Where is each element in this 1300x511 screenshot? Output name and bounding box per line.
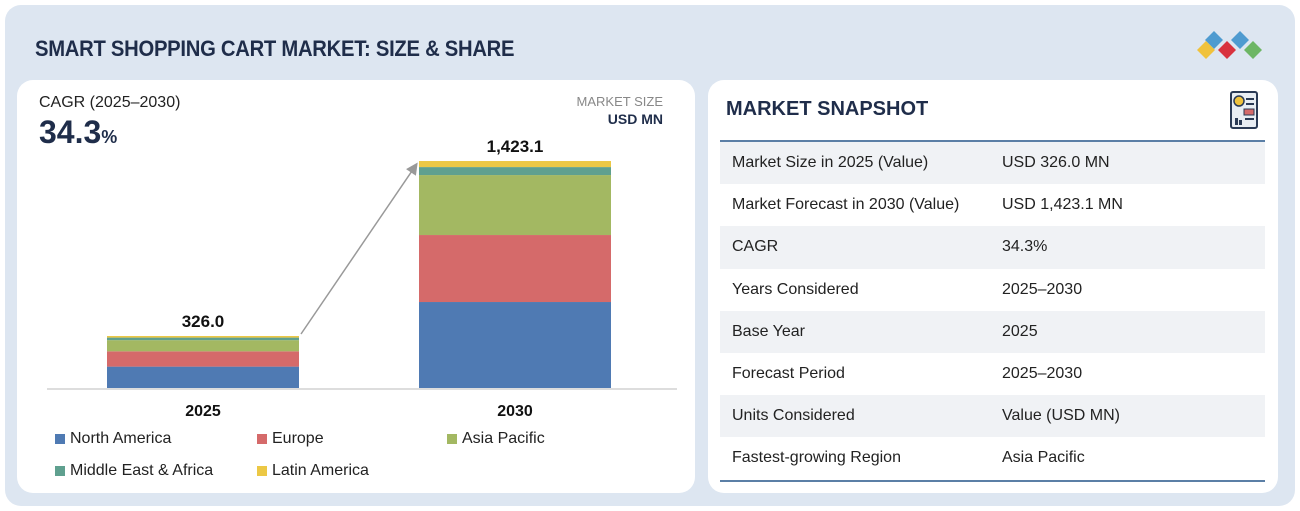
row-value: Value (USD MN)	[1002, 407, 1120, 425]
snapshot-table: Market Size in 2025 (Value) USD 326.0 MN M…	[720, 140, 1265, 482]
row-value: 2025–2030	[1002, 280, 1083, 298]
bar-segment-middle-east-africa	[107, 337, 299, 341]
table-row: Base Year 2025	[720, 310, 1265, 353]
row-value: 2025	[1002, 322, 1038, 340]
legend-label: Middle East & Africa	[70, 462, 214, 479]
legend-swatch	[257, 466, 267, 476]
legend-label: Europe	[272, 430, 324, 447]
bar-segment-middle-east-africa	[419, 167, 611, 176]
report-document-icon	[1230, 91, 1258, 129]
infographic-panel: SMART SHOPPING CART MARKET: SIZE & SHARE…	[5, 5, 1295, 506]
legend-label: North America	[70, 430, 172, 447]
cagr-unit: %	[101, 127, 118, 147]
bar-segment-latin-america	[107, 335, 299, 338]
bar-segment-europe	[419, 235, 611, 303]
table-row: Market Forecast in 2030 (Value) USD 1,423…	[720, 184, 1265, 226]
stacked-bar-chart: 326.0 2025 1,423.1 2030	[47, 137, 677, 420]
table-row: Units Considered Value (USD MN)	[720, 395, 1265, 438]
legend-item: Middle East & Africa	[55, 462, 213, 480]
bar-segment-europe	[107, 351, 299, 367]
row-value: 2025–2030	[1002, 365, 1083, 383]
row-label: Units Considered	[732, 407, 855, 425]
market-size-label: MARKET SIZE	[576, 94, 663, 109]
row-label: CAGR	[732, 238, 779, 256]
total-label: 326.0	[182, 312, 225, 331]
table-row: Years Considered 2025–2030	[720, 269, 1265, 311]
unit-label: USD MN	[607, 111, 663, 127]
row-label: Years Considered	[732, 280, 859, 298]
legend-item: Europe	[257, 430, 324, 448]
table-row: Market Size in 2025 (Value) USD 326.0 MN	[720, 142, 1265, 185]
x-tick-label: 2030	[497, 403, 533, 420]
row-value: USD 326.0 MN	[1002, 154, 1110, 172]
row-value: USD 1,423.1 MN	[1002, 196, 1123, 214]
market-snapshot-card: MARKET SNAPSHOT Market Size in 2025 (Val…	[708, 80, 1278, 493]
snapshot-title: MARKET SNAPSHOT	[726, 98, 929, 120]
growth-arrow	[300, 162, 418, 335]
cagr-number: 34.3	[39, 114, 102, 150]
legend-label: Latin America	[272, 462, 369, 479]
chart-card: CAGR (2025–2030) 34.3% MARKET SIZE USD M…	[17, 80, 695, 493]
legend-swatch	[447, 434, 457, 444]
x-tick-label: 2025	[185, 403, 221, 420]
row-label: Market Forecast in 2030 (Value)	[732, 196, 960, 214]
bar-segment-north-america	[107, 366, 299, 388]
bar-segment-latin-america	[419, 161, 611, 168]
legend-swatch	[55, 434, 65, 444]
row-label: Base Year	[732, 322, 805, 340]
bar-segment-asia-pacific	[107, 340, 299, 352]
page-title: SMART SHOPPING CART MARKET: SIZE & SHARE	[35, 36, 515, 61]
legend-item: Latin America	[257, 462, 369, 480]
row-label: Market Size in 2025 (Value)	[732, 154, 929, 172]
legend-label: Asia Pacific	[462, 430, 545, 447]
legend-swatch	[55, 466, 65, 476]
row-label: Forecast Period	[732, 365, 845, 383]
cagr-value: 34.3%	[39, 114, 117, 151]
table-row: Forecast Period 2025–2030	[720, 353, 1265, 395]
total-label: 1,423.1	[487, 137, 544, 156]
logo-icon	[1197, 31, 1262, 59]
legend-item: Asia Pacific	[447, 430, 545, 448]
row-value: Asia Pacific	[1002, 449, 1085, 467]
legend-item: North America	[55, 430, 171, 448]
legend-swatch	[257, 434, 267, 444]
bar-segment-north-america	[419, 302, 611, 388]
table-row: Fastest-growing Region Asia Pacific	[720, 437, 1265, 479]
cagr-label: CAGR (2025–2030)	[39, 94, 181, 111]
table-row: CAGR 34.3%	[720, 226, 1265, 269]
bar-segment-asia-pacific	[419, 175, 611, 236]
row-value: 34.3%	[1002, 238, 1048, 256]
row-label: Fastest-growing Region	[732, 449, 901, 467]
